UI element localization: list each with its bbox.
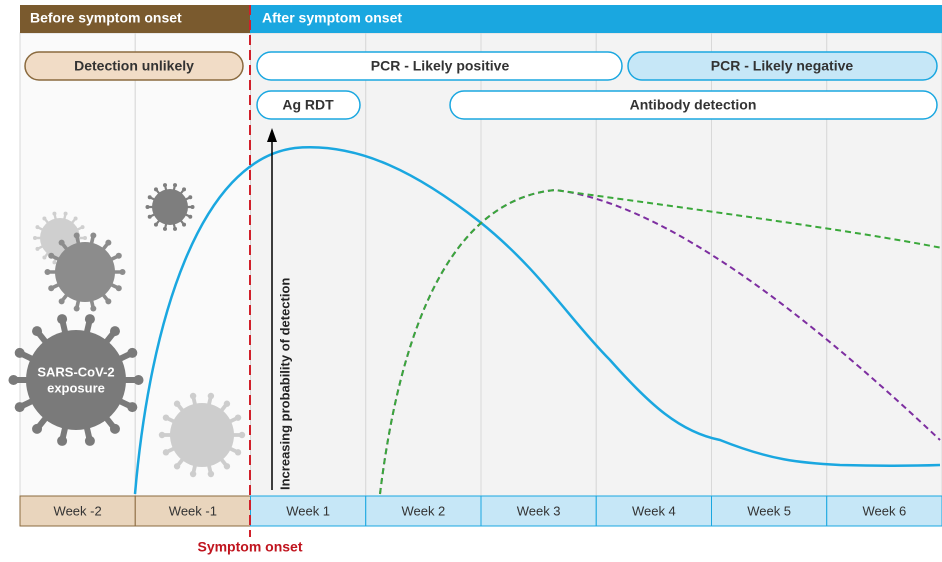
virus-body: [170, 403, 234, 467]
virus-spike-tip: [127, 402, 137, 412]
virus-spike-tip: [235, 414, 241, 420]
virus-spike-tip: [110, 326, 120, 336]
virus-spike-tip: [15, 402, 25, 412]
diagram: Before symptom onset After symptom onset…: [0, 0, 942, 557]
virus-spike-tip: [81, 225, 85, 229]
virus-spike-tip: [57, 436, 67, 446]
virus-spike-tip: [52, 212, 56, 216]
virus-spike-tip: [74, 232, 80, 238]
exposure-label: exposure: [47, 380, 105, 395]
virus-spike-tip: [235, 449, 241, 455]
virus-spike-tip: [163, 414, 169, 420]
week-label: Week 4: [632, 503, 676, 518]
virus-spike-tip: [208, 471, 214, 477]
virus-spike-tip: [190, 393, 196, 399]
virus-spike-tip: [59, 240, 65, 246]
virus-spike-tip: [134, 375, 144, 385]
virus-spike-tip: [239, 432, 245, 438]
pill-label: PCR - Likely positive: [371, 58, 510, 74]
virus-spike-tip: [90, 232, 96, 238]
virus-spike-tip: [173, 183, 177, 187]
pill-label: Antibody detection: [630, 97, 757, 113]
pill-label: PCR - Likely negative: [711, 58, 854, 74]
virus-spike-tip: [90, 306, 96, 312]
virus-spike-tip: [48, 253, 54, 259]
virus-spike-tip: [32, 326, 42, 336]
virus-spike-tip: [120, 269, 126, 275]
virus-spike-tip: [32, 424, 42, 434]
exposure-label: SARS-CoV-2: [37, 364, 114, 379]
virus-spike-tip: [163, 449, 169, 455]
virus-spike-tip: [154, 187, 158, 191]
week-label: Week 5: [747, 503, 791, 518]
virus-spike-tip: [42, 256, 46, 260]
week-label: Week 1: [286, 503, 330, 518]
after-label: After symptom onset: [262, 10, 402, 26]
axis-label: Increasing probability of detection: [277, 278, 292, 490]
virus-spike-tip: [174, 463, 180, 469]
virus-spike-tip: [188, 195, 192, 199]
virus-spike-tip: [105, 298, 111, 304]
virus-spike-tip: [15, 348, 25, 358]
week-label: Week 6: [862, 503, 906, 518]
virus-spike-tip: [188, 215, 192, 219]
virus-spike-tip: [74, 216, 78, 220]
virus-spike-tip: [57, 314, 67, 324]
virus-spike-tip: [163, 227, 167, 231]
virus-spike-tip: [174, 401, 180, 407]
week-label: Week -2: [54, 503, 102, 518]
pill-label: Ag RDT: [282, 97, 334, 113]
virus-spike-tip: [9, 375, 19, 385]
virus-spike-tip: [127, 348, 137, 358]
before-label: Before symptom onset: [30, 10, 182, 26]
virus-spike-tip: [159, 432, 165, 438]
virus-spike-tip: [52, 260, 56, 264]
onset-label: Symptom onset: [197, 539, 302, 555]
virus-spike-tip: [182, 187, 186, 191]
virus-spike-tip: [208, 393, 214, 399]
virus-spike-tip: [173, 227, 177, 231]
virus-spike-tip: [190, 471, 196, 477]
virus-spike-tip: [116, 285, 122, 291]
virus-spike-tip: [224, 401, 230, 407]
virus-spike-tip: [105, 240, 111, 246]
virus-spike-tip: [85, 436, 95, 446]
virus-spike-tip: [182, 223, 186, 227]
virus-spike-tip: [74, 306, 80, 312]
virus-spike-tip: [148, 215, 152, 219]
week-label: Week 2: [401, 503, 445, 518]
week-label: Week -1: [169, 503, 217, 518]
week-bar: Week -2 Week -1 Week 1 Week 2 Week 3 Week 4 We…: [20, 496, 942, 526]
virus-spike-tip: [146, 205, 150, 209]
virus-spike-tip: [148, 195, 152, 199]
virus-spike-tip: [85, 314, 95, 324]
virus-body: [55, 242, 115, 302]
virus-spike-tip: [33, 236, 37, 240]
virus-spike-tip: [224, 463, 230, 469]
virus-spike-tip: [191, 205, 195, 209]
virus-spike-tip: [64, 212, 68, 216]
virus-spike-tip: [116, 253, 122, 259]
virus-body: [152, 189, 188, 225]
pill-label: Detection unlikely: [74, 58, 194, 74]
virus-spike-tip: [59, 298, 65, 304]
virus-spike-tip: [83, 236, 87, 240]
virus-spike-tip: [45, 269, 51, 275]
virus-spike-tip: [35, 225, 39, 229]
virus-spike-tip: [48, 285, 54, 291]
week-label: Week 3: [517, 503, 561, 518]
virus-spike-tip: [35, 247, 39, 251]
virus-spike-tip: [42, 216, 46, 220]
virus-spike-tip: [154, 223, 158, 227]
virus-spike-tip: [163, 183, 167, 187]
virus-spike-tip: [110, 424, 120, 434]
